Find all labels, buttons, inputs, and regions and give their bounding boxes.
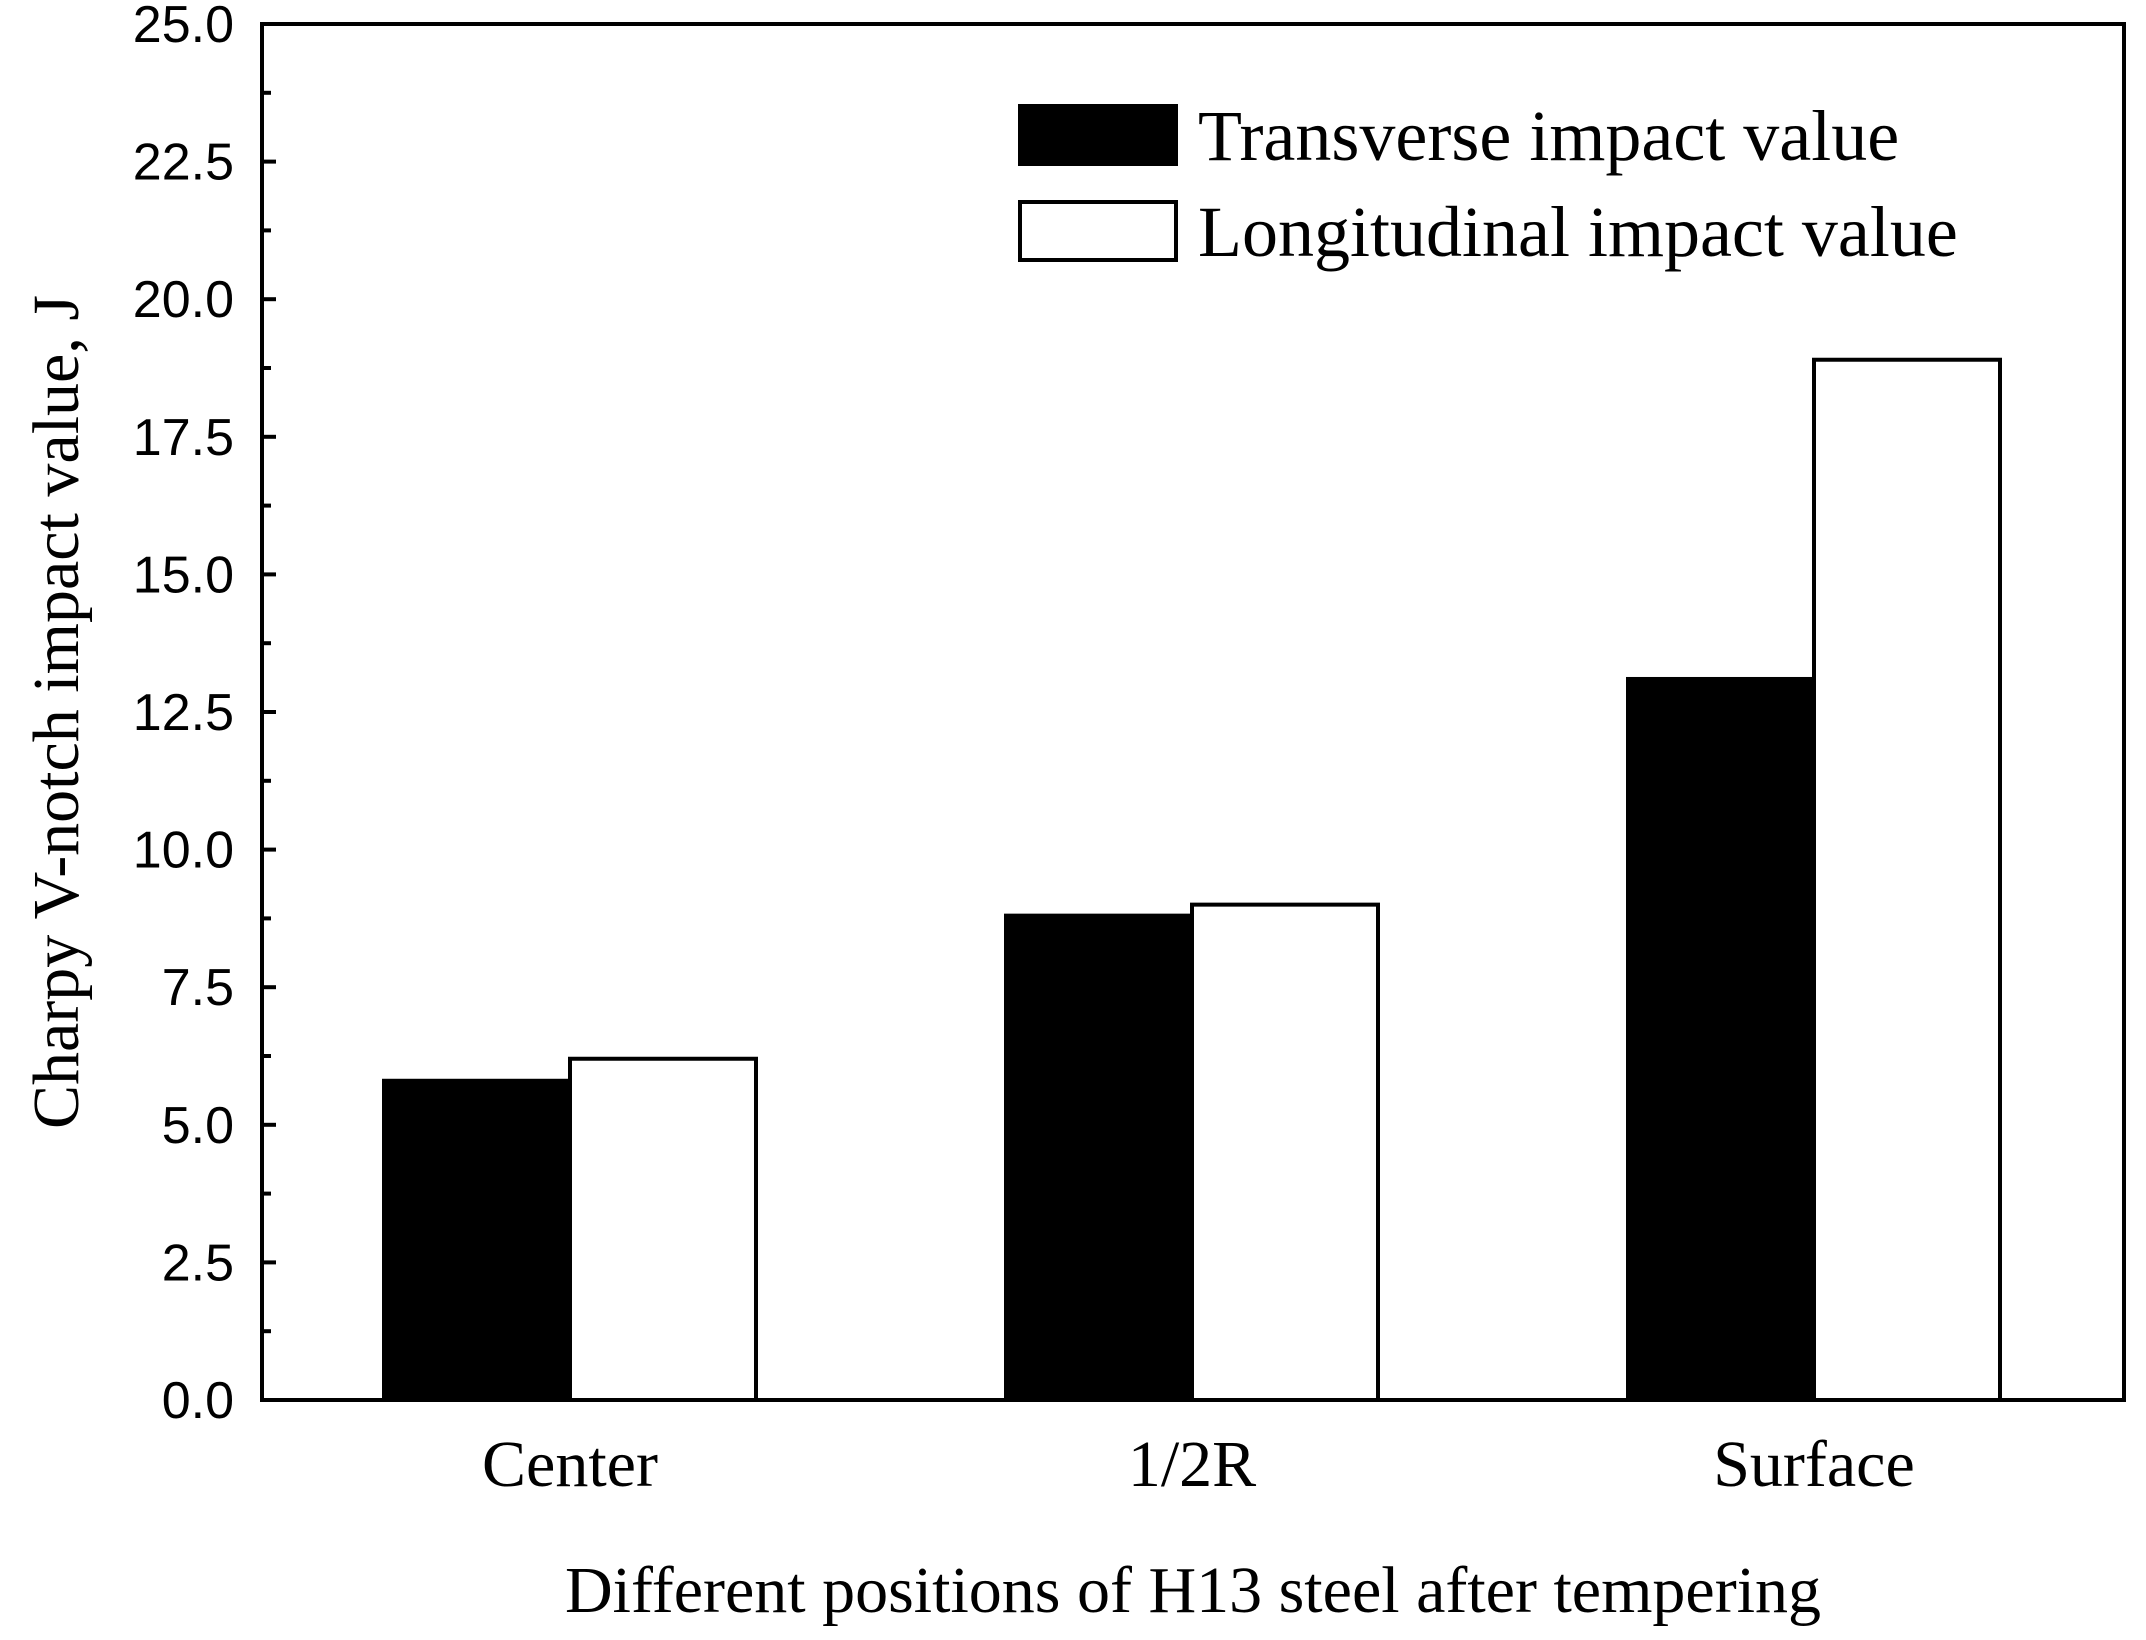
y-tick-label: 10.0 — [133, 822, 234, 880]
y-axis-tick-labels: 0.0 2.5 5.0 7.5 10.0 12.5 15.0 17.5 20.0 22.5 25.0 — [133, 0, 234, 1430]
bar-transverse-center — [382, 1078, 572, 1402]
y-tick-label: 15.0 — [133, 546, 234, 604]
y-tick-label: 5.0 — [162, 1097, 234, 1155]
y-tick-label: 20.0 — [133, 271, 234, 329]
y-tick-label: 12.5 — [133, 684, 234, 742]
bar-transverse-12r — [1004, 913, 1194, 1402]
x-axis-title: Different positions of H13 steel after t… — [565, 1554, 1821, 1627]
bar-longitudinal-12r — [1190, 902, 1380, 1402]
x-category-label: 1/2R — [1128, 1428, 1256, 1501]
legend-swatch-longitudinal — [1018, 200, 1178, 262]
y-tick-label: 7.5 — [162, 959, 234, 1017]
y-tick-label: 0.0 — [162, 1372, 234, 1430]
legend-label-transverse: Transverse impact value — [1198, 96, 1899, 176]
y-tick-label: 17.5 — [133, 409, 234, 467]
bar-longitudinal-surface — [1812, 357, 2002, 1402]
legend-swatch-transverse — [1018, 104, 1178, 166]
legend-label-longitudinal: Longitudinal impact value — [1198, 192, 1958, 272]
plot-area-frame — [260, 22, 2126, 1402]
y-axis-title: Charpy V-notch impact value, J — [20, 295, 93, 1129]
y-tick-label: 25.0 — [133, 0, 234, 54]
x-category-label: Center — [482, 1428, 658, 1501]
bars — [382, 357, 2002, 1402]
x-axis-category-labels: Center 1/2R Surface — [482, 1428, 1915, 1501]
bar-transverse-surface — [1626, 676, 1816, 1402]
bar-longitudinal-center — [568, 1056, 758, 1402]
x-category-label: Surface — [1713, 1428, 1915, 1501]
legend: Transverse impact value Longitudinal imp… — [1018, 96, 1958, 272]
y-tick-label: 22.5 — [133, 134, 234, 192]
y-tick-label: 2.5 — [162, 1234, 234, 1292]
